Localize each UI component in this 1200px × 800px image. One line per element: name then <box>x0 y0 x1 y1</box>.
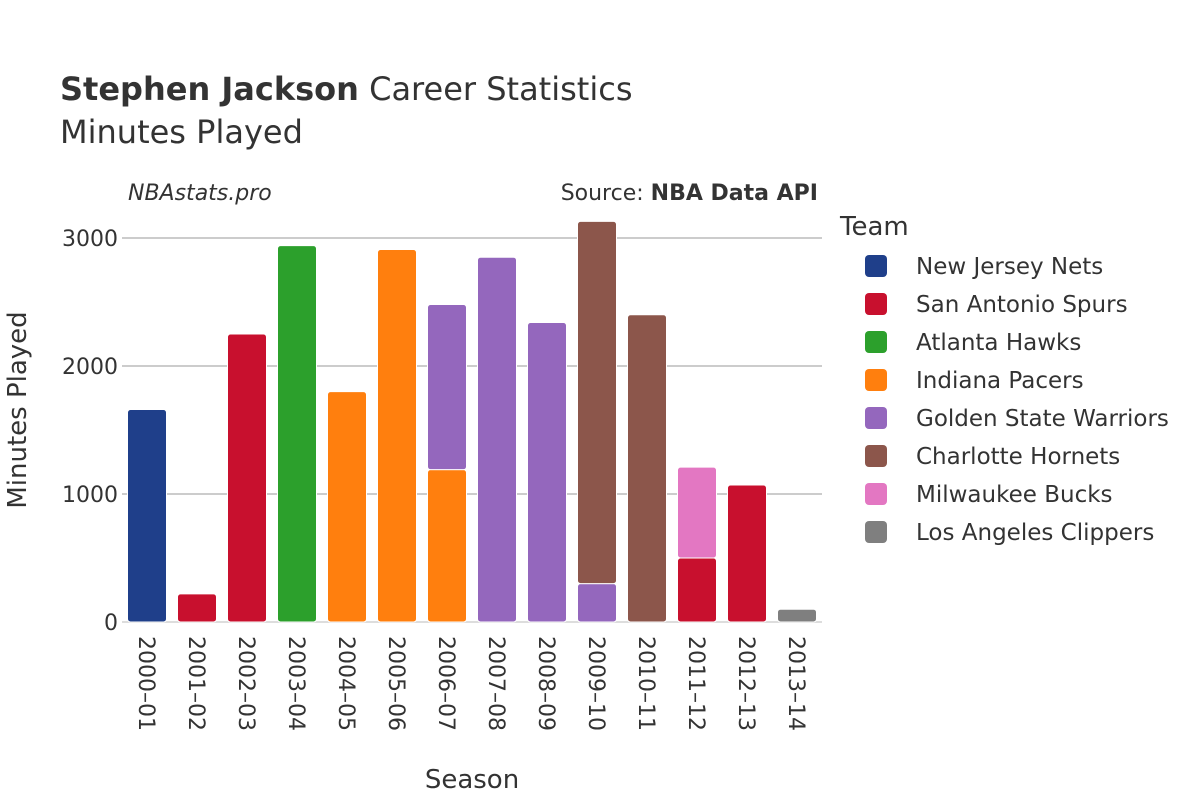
bar-2003–04-atlanta-hawks <box>277 245 317 623</box>
x-tick-label: 2008–09 <box>533 636 558 731</box>
bar-2007–08-golden-state-warriors <box>477 256 517 623</box>
bar-2000–01-new-jersey-nets <box>127 409 167 623</box>
x-axis-ticks: 2000–01 2001–02 2002–03 2003–04 2004–05 2005–… <box>133 636 808 731</box>
y-tick-label: 1000 <box>62 483 118 508</box>
legend-swatch <box>865 483 887 505</box>
y-tick-label: 2000 <box>62 355 118 380</box>
legend-swatch <box>865 293 887 315</box>
x-tick-label: 2011–12 <box>683 636 708 731</box>
legend-item-indiana-pacers: Indiana Pacers <box>916 368 1084 394</box>
legend-item-atlanta-hawks: Atlanta Hawks <box>916 330 1081 356</box>
legend-swatch <box>865 445 887 467</box>
bar-2011–12-san-antonio-spurs <box>677 557 717 623</box>
legend-swatch <box>865 255 887 277</box>
legend-swatch <box>865 521 887 543</box>
legend-item-milwaukee-bucks: Milwaukee Bucks <box>916 482 1113 508</box>
bar-2009–10-golden-state-warriors <box>577 583 617 623</box>
bar-2009–10-charlotte-hornets <box>577 220 617 585</box>
bar-2002–03-san-antonio-spurs <box>227 333 267 623</box>
legend-swatch <box>865 407 887 429</box>
chart-title: Stephen Jackson Career Statistics <box>60 70 632 108</box>
legend-swatch <box>865 331 887 353</box>
bar-2001–02-san-antonio-spurs <box>177 593 217 623</box>
x-tick-label: 2005–06 <box>383 636 408 731</box>
x-tick-label: 2009–10 <box>583 636 608 731</box>
bar-2008–09-golden-state-warriors <box>527 321 567 623</box>
source-label: Source: <box>561 181 651 206</box>
y-tick-label: 0 <box>104 611 118 636</box>
x-tick-label: 2001–02 <box>183 636 208 731</box>
legend-swatch <box>865 369 887 391</box>
y-axis-title: Minutes Played <box>3 311 33 508</box>
legend-item-los-angeles-clippers: Los Angeles Clippers <box>916 520 1154 546</box>
x-axis-title: Season <box>425 765 519 795</box>
x-tick-label: 2004–05 <box>333 636 358 731</box>
x-tick-label: 2002–03 <box>233 636 258 731</box>
x-tick-label: 2012–13 <box>733 636 758 731</box>
x-tick-label: 2000–01 <box>133 636 158 731</box>
source-credit: Source: NBA Data API <box>561 181 818 206</box>
x-tick-label: 2010–11 <box>633 636 658 731</box>
bar-2013–14-los-angeles-clippers <box>777 608 817 623</box>
bar-2006–07-indiana-pacers <box>427 469 467 623</box>
legend-title: Team <box>839 212 909 242</box>
bar-2012–13-san-antonio-spurs <box>727 484 767 623</box>
legend-item-golden-state-warriors: Golden State Warriors <box>916 406 1169 432</box>
y-axis-ticks: 0 1000 2000 3000 <box>62 227 118 636</box>
source-name: NBA Data API <box>651 181 818 206</box>
site-credit: NBAstats.pro <box>128 181 272 206</box>
x-tick-label: 2013–14 <box>783 636 808 731</box>
legend-item-charlotte-hornets: Charlotte Hornets <box>916 444 1120 470</box>
bar-2010–11-charlotte-hornets <box>627 314 667 623</box>
bar-2006–07-golden-state-warriors <box>427 304 467 471</box>
bar-2011–12-milwaukee-bucks <box>677 466 717 559</box>
chart-title-rest: Career Statistics <box>359 70 633 108</box>
legend-item-new-jersey-nets: New Jersey Nets <box>916 254 1103 280</box>
chart-subtitle: Minutes Played <box>60 113 303 151</box>
legend-item-san-antonio-spurs: San Antonio Spurs <box>916 292 1128 318</box>
x-tick-label: 2006–07 <box>433 636 458 731</box>
bar-2004–05-indiana-pacers <box>327 391 367 623</box>
x-tick-label: 2007–08 <box>483 636 508 731</box>
x-tick-label: 2003–04 <box>283 636 308 731</box>
legend: Team New Jersey Nets San Antonio Spurs Atl… <box>839 212 1169 546</box>
bar-2005–06-indiana-pacers <box>377 249 417 623</box>
chart-title-bold: Stephen Jackson <box>60 70 359 108</box>
y-tick-label: 3000 <box>62 227 118 252</box>
bars <box>127 220 817 623</box>
